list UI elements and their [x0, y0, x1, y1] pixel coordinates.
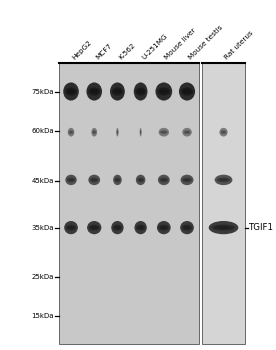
- Ellipse shape: [140, 130, 141, 134]
- Ellipse shape: [215, 175, 232, 185]
- Ellipse shape: [157, 221, 171, 234]
- Text: TGIF1: TGIF1: [249, 223, 274, 232]
- Ellipse shape: [184, 226, 190, 229]
- Ellipse shape: [159, 225, 169, 231]
- Ellipse shape: [181, 88, 193, 96]
- Ellipse shape: [113, 175, 122, 185]
- Text: Mouse liver: Mouse liver: [164, 27, 197, 61]
- Text: 25kDa: 25kDa: [31, 274, 54, 280]
- Ellipse shape: [140, 131, 141, 133]
- Text: K-562: K-562: [117, 42, 136, 61]
- Ellipse shape: [63, 83, 79, 100]
- Ellipse shape: [68, 130, 73, 134]
- Bar: [203, 63, 245, 344]
- Ellipse shape: [155, 83, 172, 100]
- Ellipse shape: [179, 83, 195, 100]
- Ellipse shape: [158, 175, 170, 185]
- Ellipse shape: [161, 131, 166, 133]
- Text: 60kDa: 60kDa: [31, 128, 54, 134]
- Ellipse shape: [136, 88, 146, 96]
- Ellipse shape: [134, 221, 147, 234]
- Ellipse shape: [66, 225, 76, 231]
- Ellipse shape: [114, 177, 121, 182]
- Text: 35kDa: 35kDa: [31, 225, 54, 231]
- Ellipse shape: [138, 179, 143, 181]
- Ellipse shape: [180, 221, 194, 234]
- Ellipse shape: [87, 221, 101, 234]
- Ellipse shape: [65, 88, 77, 96]
- Ellipse shape: [116, 128, 119, 136]
- Ellipse shape: [64, 221, 78, 234]
- Text: Mouse testis: Mouse testis: [187, 24, 224, 61]
- Ellipse shape: [161, 179, 167, 181]
- Ellipse shape: [216, 226, 231, 229]
- Ellipse shape: [209, 221, 238, 234]
- Ellipse shape: [182, 225, 192, 231]
- Text: U-251MG: U-251MG: [141, 33, 169, 61]
- Ellipse shape: [219, 128, 228, 136]
- Ellipse shape: [182, 128, 192, 136]
- Ellipse shape: [115, 179, 120, 181]
- Ellipse shape: [88, 88, 100, 96]
- Ellipse shape: [137, 177, 144, 182]
- Ellipse shape: [68, 128, 74, 136]
- Text: Rat uterus: Rat uterus: [224, 30, 254, 61]
- Ellipse shape: [91, 179, 97, 181]
- Ellipse shape: [221, 130, 227, 134]
- Ellipse shape: [158, 88, 170, 96]
- Ellipse shape: [219, 179, 228, 181]
- Ellipse shape: [69, 131, 73, 133]
- Text: MCF7: MCF7: [94, 42, 113, 61]
- Ellipse shape: [137, 226, 144, 229]
- Ellipse shape: [160, 226, 167, 229]
- Text: 45kDa: 45kDa: [31, 178, 54, 184]
- Ellipse shape: [160, 177, 168, 182]
- Ellipse shape: [112, 88, 123, 96]
- Ellipse shape: [86, 83, 102, 100]
- Ellipse shape: [68, 179, 74, 181]
- Ellipse shape: [134, 83, 147, 100]
- Ellipse shape: [136, 175, 145, 185]
- Ellipse shape: [88, 175, 100, 185]
- Ellipse shape: [183, 90, 191, 93]
- Ellipse shape: [181, 175, 193, 185]
- Ellipse shape: [68, 226, 75, 229]
- Ellipse shape: [110, 83, 125, 100]
- Ellipse shape: [67, 177, 75, 182]
- Text: HepG2: HepG2: [71, 39, 93, 61]
- Ellipse shape: [160, 90, 168, 93]
- Ellipse shape: [117, 131, 118, 133]
- Ellipse shape: [114, 226, 121, 229]
- Ellipse shape: [136, 225, 145, 231]
- Ellipse shape: [217, 177, 230, 182]
- Ellipse shape: [213, 225, 235, 231]
- Ellipse shape: [89, 225, 100, 231]
- Ellipse shape: [91, 226, 98, 229]
- Ellipse shape: [111, 221, 124, 234]
- Ellipse shape: [91, 128, 97, 136]
- Ellipse shape: [159, 128, 169, 136]
- Ellipse shape: [182, 177, 192, 182]
- Ellipse shape: [116, 130, 118, 134]
- Ellipse shape: [184, 179, 190, 181]
- Ellipse shape: [113, 225, 122, 231]
- Ellipse shape: [184, 130, 191, 134]
- Text: 15kDa: 15kDa: [31, 313, 54, 319]
- Ellipse shape: [221, 131, 225, 133]
- Ellipse shape: [90, 90, 98, 93]
- Ellipse shape: [160, 130, 168, 134]
- Ellipse shape: [90, 177, 99, 182]
- Bar: [59, 63, 199, 344]
- Text: 75kDa: 75kDa: [31, 89, 54, 94]
- Ellipse shape: [185, 131, 189, 133]
- Ellipse shape: [114, 90, 121, 93]
- Ellipse shape: [92, 130, 96, 134]
- Ellipse shape: [140, 128, 142, 136]
- Ellipse shape: [65, 175, 77, 185]
- Ellipse shape: [93, 131, 96, 133]
- Ellipse shape: [137, 90, 144, 93]
- Ellipse shape: [67, 90, 75, 93]
